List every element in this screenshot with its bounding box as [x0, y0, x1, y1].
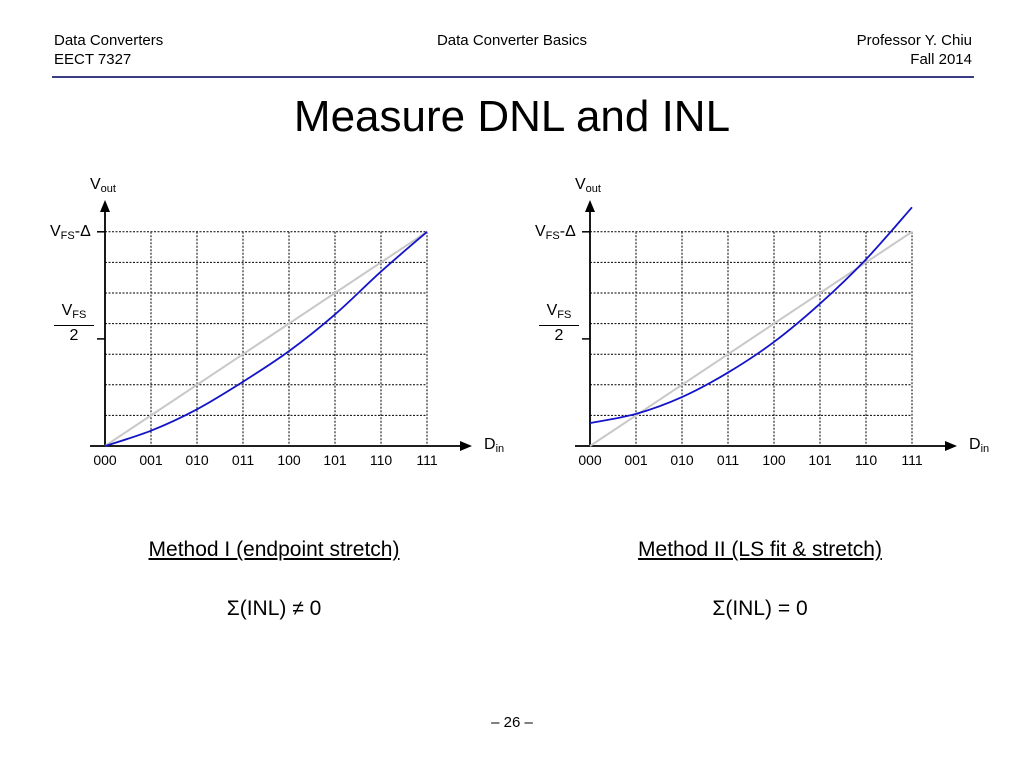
vfs-subscript: FS	[60, 230, 75, 242]
x-tick-label: 010	[670, 452, 694, 468]
x-tick-label: 000	[93, 452, 117, 468]
semester: Fall 2014	[910, 51, 972, 68]
plot-svg	[575, 200, 957, 451]
plot-method-1: Vout Din VFS-Δ VFS 2 000 001 010 011 100 101 1…	[30, 168, 510, 478]
ideal-transfer-line	[104, 230, 428, 447]
vfs-half-numerator: VFS	[539, 301, 579, 326]
x-tick-label: 101	[323, 452, 347, 468]
y-axis-symbol: V	[90, 176, 101, 193]
x-axis-subscript: in	[980, 443, 990, 455]
x-axis-subscript: in	[495, 443, 505, 455]
vfs-half-symbol: V	[546, 302, 558, 319]
x-axis-symbol: D	[969, 436, 981, 453]
x-tick-label: 001	[624, 452, 648, 468]
page-number: – 26 –	[491, 714, 533, 731]
vfs-suffix: -Δ	[74, 223, 91, 240]
method-2-label: Method II (LS fit & stretch)	[638, 538, 882, 561]
x-axis-symbol: D	[484, 436, 496, 453]
method-2-equation: Σ(INL) = 0	[712, 597, 808, 620]
x-axis-arrow	[945, 441, 957, 451]
x-tick-label: 010	[185, 452, 209, 468]
x-tick-label: 101	[808, 452, 832, 468]
professor-name: Professor Y. Chiu	[856, 32, 972, 49]
slide-title: Measure DNL and INL	[293, 92, 731, 141]
course-code: EECT 7327	[54, 51, 132, 68]
plot-svg	[90, 200, 472, 451]
x-tick-label: 111	[416, 452, 438, 468]
vfs-half-denominator: 2	[69, 327, 79, 344]
y-axis-arrow	[100, 200, 110, 212]
course-name: Data Converters	[54, 32, 164, 49]
plot-method-2: Vout Din VFS-Δ VFS 2 000 001 010 011 100 101 1…	[515, 168, 995, 478]
vfs-half-numerator: VFS	[54, 301, 94, 326]
x-axis-label: Din	[969, 436, 989, 458]
vfs-suffix: -Δ	[559, 223, 576, 240]
x-tick-label: 011	[231, 452, 255, 468]
header-left: Data Converters EECT 7327	[54, 31, 163, 69]
y-axis-subscript: out	[100, 183, 116, 195]
vfs-subscript: FS	[545, 230, 560, 242]
x-tick-label: 111	[901, 452, 923, 468]
x-tick-label: 000	[578, 452, 602, 468]
y-axis-subscript: out	[585, 183, 601, 195]
y-axis-arrow	[585, 200, 595, 212]
vfs-symbol: V	[535, 223, 546, 240]
actual-transfer-curve	[589, 206, 913, 424]
vfs-half-subscript: FS	[72, 309, 87, 321]
vfs-half-subscript: FS	[557, 309, 572, 321]
method-1-equation: Σ(INL) ≠ 0	[226, 597, 322, 620]
x-tick-label: 011	[716, 452, 740, 468]
header-center: Data Converter Basics	[436, 32, 588, 49]
x-axis-label: Din	[484, 436, 504, 458]
vfs-half-label: VFS 2	[54, 301, 94, 345]
header-rule	[52, 76, 974, 78]
vfs-half-label: VFS 2	[539, 301, 579, 345]
vfs-symbol: V	[50, 223, 61, 240]
x-tick-label: 100	[277, 452, 301, 468]
x-tick-label: 110	[854, 452, 878, 468]
vfs-minus-delta-label: VFS-Δ	[535, 223, 576, 245]
actual-transfer-curve	[104, 231, 428, 447]
x-tick-label: 110	[369, 452, 393, 468]
vfs-half-symbol: V	[61, 302, 73, 319]
x-tick-label: 100	[762, 452, 786, 468]
method-1-label: Method I (endpoint stretch)	[148, 538, 400, 561]
header-right: Professor Y. Chiu Fall 2014	[857, 31, 972, 69]
vfs-minus-delta-label: VFS-Δ	[50, 223, 91, 245]
vfs-half-denominator: 2	[554, 327, 564, 344]
x-axis-arrow	[460, 441, 472, 451]
y-axis-label: Vout	[575, 176, 601, 198]
y-axis-symbol: V	[575, 176, 586, 193]
y-axis-label: Vout	[90, 176, 116, 198]
x-tick-label: 001	[139, 452, 163, 468]
